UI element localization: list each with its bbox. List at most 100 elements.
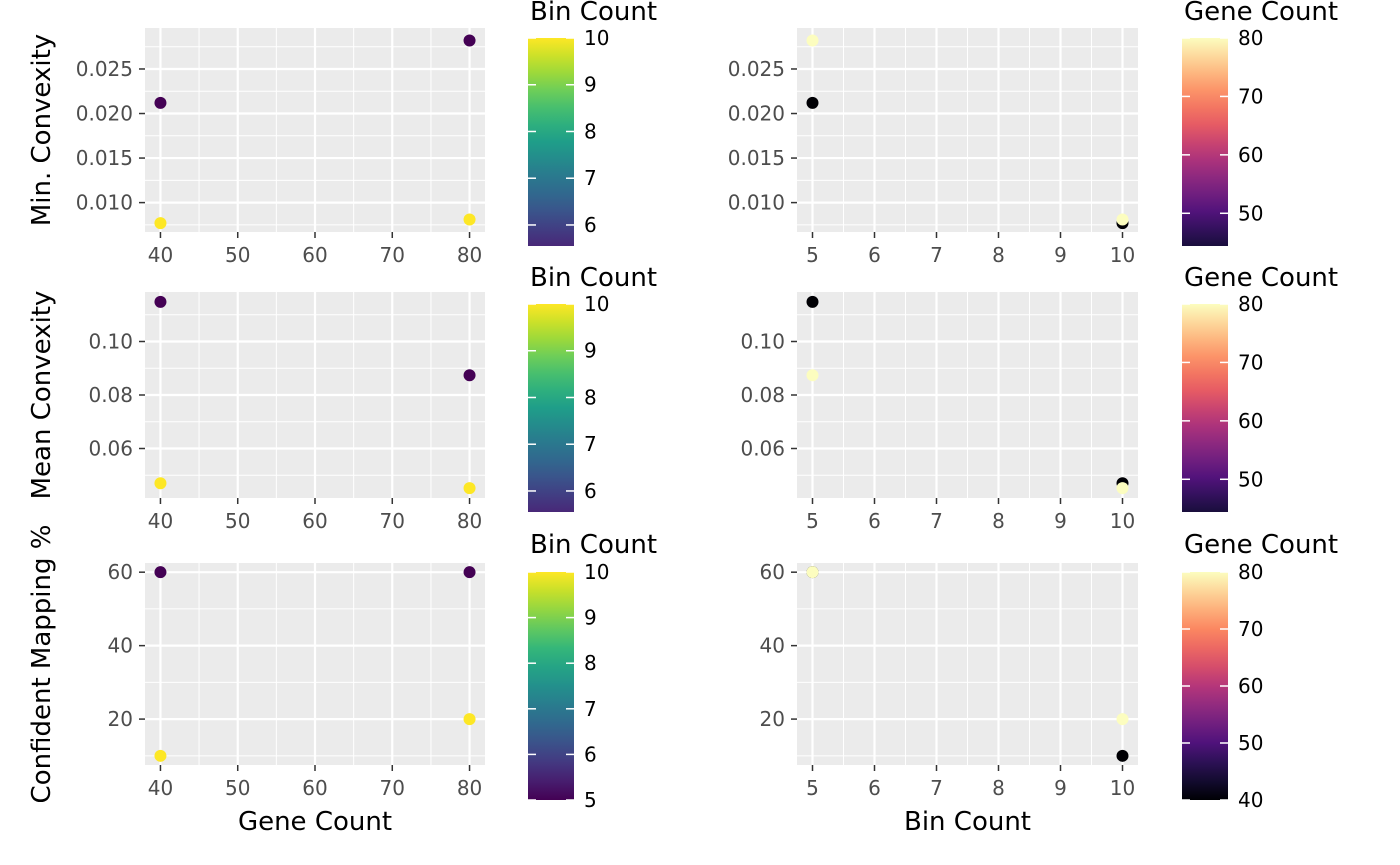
- colorbar-tick-label: 70: [1238, 617, 1263, 641]
- x-tick-label: 5: [806, 776, 819, 800]
- colorbar-tick-label: 6: [584, 742, 597, 766]
- colorbar-tick-label: 50: [1238, 467, 1263, 491]
- x-tick-label: 50: [225, 243, 250, 267]
- colorbar-tick-label: 40: [1238, 788, 1263, 812]
- y-tick-label: 0.025: [728, 57, 785, 81]
- y-tick-label: 0.015: [728, 146, 785, 170]
- data-point: [806, 566, 819, 579]
- x-tick-label: 8: [992, 509, 1005, 533]
- data-point: [154, 96, 167, 109]
- colorbar-tick-label: 9: [584, 606, 597, 630]
- y-tick-label: 0.020: [76, 102, 133, 126]
- x-tick-label: 80: [457, 509, 482, 533]
- x-tick-label: 9: [1054, 776, 1067, 800]
- colorbar: [528, 304, 574, 512]
- colorbar-tick-label: 8: [584, 385, 597, 409]
- data-point: [1116, 482, 1129, 495]
- y-tick-label: 20: [760, 707, 785, 731]
- colorbar-tick-label: 80: [1238, 26, 1263, 50]
- y-tick-label: 0.08: [88, 383, 133, 407]
- colorbar: [1182, 304, 1228, 512]
- colorbar-tick-label: 10: [584, 26, 609, 50]
- panel-3: 40 50 60 70 80 0.06 0.08 0.10 Mean Convexity 6 7 8 9…: [27, 263, 657, 533]
- legend-title: Bin Count: [530, 263, 657, 293]
- x-tick-label: 6: [868, 243, 881, 267]
- y-tick-label: 0.10: [88, 329, 133, 353]
- x-tick-label: 70: [380, 243, 405, 267]
- x-tick-label: 60: [302, 776, 327, 800]
- colorbar-tick-label: 9: [584, 73, 597, 97]
- x-tick-label: 9: [1054, 509, 1067, 533]
- colorbar-tick-label: 70: [1238, 350, 1263, 374]
- y-tick-label: 60: [108, 560, 133, 584]
- x-tick-label: 80: [457, 243, 482, 267]
- colorbar-tick-label: 80: [1238, 560, 1263, 584]
- x-tick-label: 9: [1054, 243, 1067, 267]
- y-axis-title: Confident Mapping %: [27, 525, 57, 804]
- x-tick-label: 50: [225, 776, 250, 800]
- colorbar-tick-label: 60: [1238, 143, 1263, 167]
- x-axis-title: Gene Count: [238, 807, 392, 837]
- data-point: [154, 477, 167, 490]
- panel-1: 40 50 60 70 80 0.010 0.015 0.020 0.025 Min. Conve…: [27, 0, 657, 267]
- x-axis-title: Bin Count: [904, 807, 1031, 837]
- data-point: [806, 34, 819, 47]
- y-tick-label: 0.025: [76, 57, 133, 81]
- data-point: [463, 369, 476, 382]
- y-tick-label: 0.015: [76, 146, 133, 170]
- legend-title: Gene Count: [1184, 263, 1338, 293]
- x-tick-label: 6: [868, 509, 881, 533]
- legend-title: Gene Count: [1184, 530, 1338, 560]
- x-tick-label: 40: [148, 243, 173, 267]
- y-axis-title: Min. Convexity: [27, 34, 57, 226]
- x-tick-label: 10: [1110, 243, 1135, 267]
- x-tick-label: 70: [380, 776, 405, 800]
- x-tick-label: 5: [806, 509, 819, 533]
- y-tick-label: 0.06: [740, 437, 785, 461]
- data-point: [1116, 213, 1129, 226]
- x-tick-label: 7: [930, 243, 943, 267]
- data-point: [463, 566, 476, 579]
- panel-5: 40 50 60 70 80 20 40 60 Confident Mapping % Gene …: [27, 525, 657, 837]
- data-point: [463, 713, 476, 726]
- x-tick-label: 8: [992, 776, 1005, 800]
- data-point: [154, 566, 167, 579]
- colorbar-tick-label: 8: [584, 119, 597, 143]
- x-tick-label: 60: [302, 509, 327, 533]
- y-tick-label: 60: [760, 560, 785, 584]
- colorbar-tick-label: 60: [1238, 674, 1263, 698]
- data-point: [154, 749, 167, 762]
- x-tick-label: 7: [930, 509, 943, 533]
- colorbar-tick-label: 10: [584, 560, 609, 584]
- x-tick-label: 80: [457, 776, 482, 800]
- colorbar: [1182, 38, 1228, 246]
- x-tick-label: 40: [148, 509, 173, 533]
- colorbar-tick-label: 6: [584, 213, 597, 237]
- colorbar-tick-label: 5: [584, 788, 597, 812]
- colorbar-tick-label: 80: [1238, 292, 1263, 316]
- data-point: [463, 34, 476, 47]
- data-point: [1116, 713, 1129, 726]
- data-point: [1116, 749, 1129, 762]
- y-tick-label: 0.010: [728, 191, 785, 215]
- colorbar-tick-label: 60: [1238, 409, 1263, 433]
- legend-title: Bin Count: [530, 530, 657, 560]
- y-tick-label: 40: [760, 634, 785, 658]
- colorbar-tick-label: 7: [584, 166, 597, 190]
- data-point: [806, 369, 819, 382]
- colorbar-tick-label: 8: [584, 651, 597, 675]
- colorbar: [528, 572, 574, 800]
- data-point: [463, 482, 476, 495]
- panel-2: 5 6 7 8 9 10 0.010 0.015 0.020 0.025 50 60 70 80Gene …: [728, 0, 1338, 267]
- y-axis-title: Mean Convexity: [27, 291, 57, 500]
- data-point: [806, 96, 819, 109]
- colorbar-tick-label: 70: [1238, 84, 1263, 108]
- colorbar-tick-label: 6: [584, 479, 597, 503]
